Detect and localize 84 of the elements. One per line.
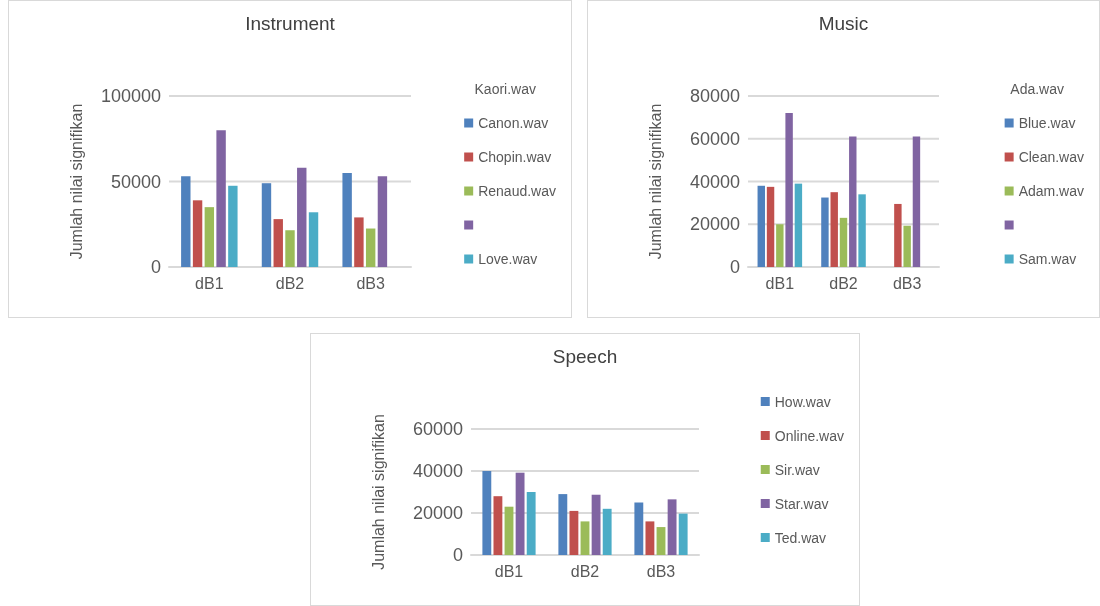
x-tick-label: dB2: [570, 562, 600, 580]
x-tick-label: dB2: [275, 274, 305, 292]
legend-title: Ada.wav: [1010, 81, 1065, 97]
bar: [580, 521, 590, 555]
legend-label: Adam.wav: [1018, 183, 1084, 199]
y-tick-label: 20000: [689, 214, 740, 235]
bar: [216, 130, 226, 267]
bar: [785, 113, 793, 267]
x-tick-label: dB3: [646, 562, 676, 580]
bar: [794, 183, 803, 267]
y-tick-label: 50000: [110, 171, 161, 192]
x-tick-label: dB1: [494, 562, 524, 580]
bar: [228, 185, 238, 267]
x-tick-label: dB2: [829, 274, 858, 292]
bar: [377, 176, 388, 267]
bar: [591, 494, 601, 555]
bar: [297, 167, 307, 267]
bar: [634, 502, 644, 555]
y-tick-label: 60000: [689, 128, 740, 149]
y-tick-label: 40000: [412, 461, 463, 481]
bar: [354, 217, 364, 267]
legend-label: Renaud.wav: [478, 183, 556, 199]
bar: [894, 203, 902, 267]
bar: [558, 494, 568, 555]
y-tick-label: 60000: [412, 419, 463, 439]
bar: [678, 513, 688, 555]
bar: [667, 499, 677, 555]
y-tick-label: 0: [729, 257, 740, 277]
bar: [493, 496, 503, 555]
bar: [858, 194, 866, 267]
y-tick-label: 0: [150, 257, 161, 277]
chart-title: Speech: [552, 346, 618, 367]
bar: [839, 217, 848, 267]
bar: [192, 200, 203, 267]
bar: [285, 230, 295, 267]
y-tick-label: 40000: [689, 171, 740, 192]
legend-title: Kaori.wav: [474, 81, 536, 97]
y-tick-label: 0: [452, 545, 463, 565]
bar: [757, 185, 765, 267]
bar: [515, 472, 525, 555]
y-tick-label: 100000: [100, 86, 161, 106]
legend-label: How.wav: [774, 393, 831, 410]
bar: [821, 197, 829, 267]
bar: [504, 506, 514, 555]
legend-label: Sam.wav: [1018, 251, 1077, 267]
legend-label: Sir.wav: [774, 461, 820, 478]
y-tick-label: 20000: [412, 503, 463, 523]
bar: [181, 176, 191, 267]
bar: [830, 192, 838, 267]
legend-label: Blue.wav: [1018, 115, 1076, 131]
legend-label: Ted.wav: [774, 529, 827, 546]
legend-label: Love.wav: [478, 251, 538, 267]
bar: [912, 136, 921, 267]
bar: [602, 508, 612, 555]
bar: [656, 527, 666, 555]
bar: [526, 492, 536, 555]
bar: [204, 207, 215, 267]
bar: [261, 183, 272, 267]
x-tick-label: dB3: [356, 274, 385, 292]
legend-label: Chopin.wav: [478, 149, 552, 165]
chart-title: Music: [818, 13, 869, 34]
y-axis-title: Jumlah nilai signifikan: [369, 414, 387, 570]
bar: [482, 471, 492, 555]
legend-label: Canon.wav: [478, 115, 549, 131]
bar: [273, 219, 283, 267]
bar: [365, 228, 376, 267]
bar: [903, 225, 911, 267]
bar: [308, 212, 319, 267]
legend-label: Clean.wav: [1018, 149, 1085, 165]
x-tick-label: dB1: [765, 274, 795, 292]
legend-label: Online.wav: [774, 427, 845, 444]
y-axis-title: Jumlah nilai signifikan: [67, 103, 85, 260]
bar: [342, 172, 352, 267]
bar: [645, 521, 655, 555]
y-axis-title: Jumlah nilai signifikan: [646, 103, 664, 260]
x-tick-label: dB1: [195, 274, 224, 292]
bar: [766, 186, 775, 267]
y-tick-label: 80000: [689, 86, 740, 106]
legend-label: Star.wav: [774, 495, 829, 512]
bar: [776, 224, 784, 267]
bar: [849, 136, 857, 267]
chart-title: Instrument: [245, 13, 336, 34]
x-tick-label: dB3: [892, 274, 922, 292]
bar: [569, 510, 579, 555]
